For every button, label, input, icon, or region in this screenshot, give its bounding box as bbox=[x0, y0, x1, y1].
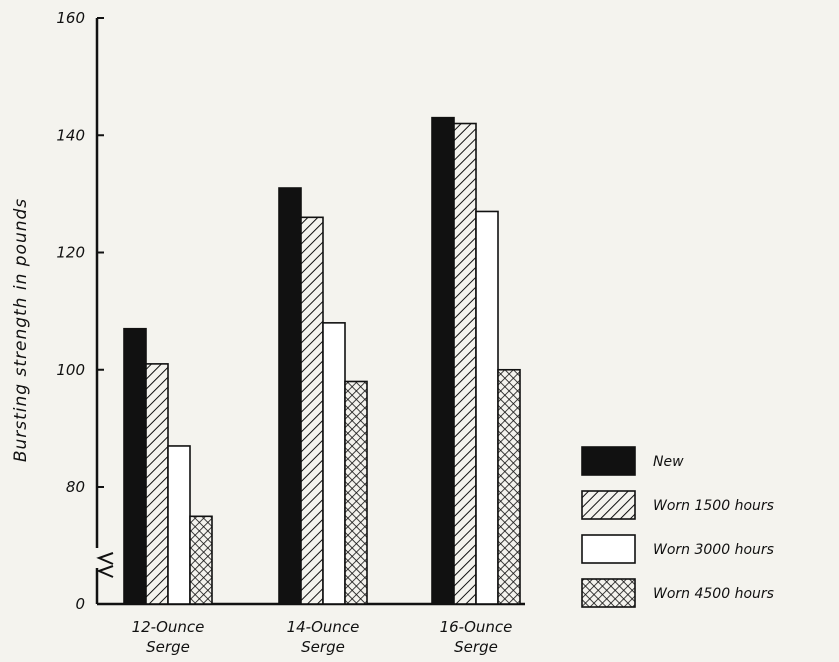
bar-worn-1500-hours bbox=[453, 122, 477, 605]
y-tick-label: 80 bbox=[66, 478, 85, 496]
legend-swatch bbox=[581, 490, 636, 520]
legend-label: Worn 1500 hours bbox=[653, 498, 774, 514]
bar-worn-1500-hours bbox=[145, 363, 169, 605]
bar-worn-3000-hours bbox=[167, 445, 191, 605]
x-category-label: Serge bbox=[146, 638, 190, 656]
legend-label: Worn 4500 hours bbox=[653, 586, 774, 602]
x-category-label: Serge bbox=[301, 638, 345, 656]
legend-swatch bbox=[581, 534, 636, 564]
legend-swatch bbox=[581, 578, 636, 608]
y-axis-label: Bursting strength in pounds bbox=[11, 198, 31, 462]
legend: New Worn 1500 hours Worn 3000 hours Worn 45… bbox=[581, 446, 774, 608]
axes: 0 80 100 120 140 160 Bursting strength in poun… bbox=[11, 9, 525, 613]
bar-new bbox=[123, 327, 147, 605]
bar-worn-4500-hours bbox=[189, 515, 213, 605]
bars bbox=[123, 116, 521, 605]
y-tick-label: 160 bbox=[56, 9, 85, 27]
x-category-label: Serge bbox=[454, 638, 498, 656]
labels: 12-Ounce Serge 14-Ounce Serge 16-Ounce Serge bbox=[132, 618, 513, 656]
y-axis-break-upper bbox=[96, 552, 114, 565]
bar-new bbox=[431, 116, 455, 605]
bar-worn-3000-hours bbox=[322, 322, 346, 605]
y-tick-label: 0 bbox=[75, 595, 85, 613]
y-axis-break-lower bbox=[96, 565, 114, 578]
x-category-label: 12-Ounce bbox=[132, 618, 205, 636]
y-tick-label: 120 bbox=[56, 244, 85, 262]
bar-worn-3000-hours bbox=[475, 210, 499, 605]
bar-worn-4500-hours bbox=[497, 368, 521, 605]
x-category-label: 14-Ounce bbox=[287, 618, 360, 636]
bar-new bbox=[278, 187, 302, 605]
legend-swatch bbox=[581, 446, 636, 476]
y-tick-label: 100 bbox=[56, 361, 85, 379]
bar-worn-1500-hours bbox=[300, 216, 324, 605]
y-tick-label: 140 bbox=[56, 126, 85, 144]
x-category-label: 16-Ounce bbox=[440, 618, 513, 636]
legend-label: Worn 3000 hours bbox=[653, 542, 774, 558]
legend-label: New bbox=[653, 454, 684, 470]
bar-worn-4500-hours bbox=[344, 380, 368, 605]
